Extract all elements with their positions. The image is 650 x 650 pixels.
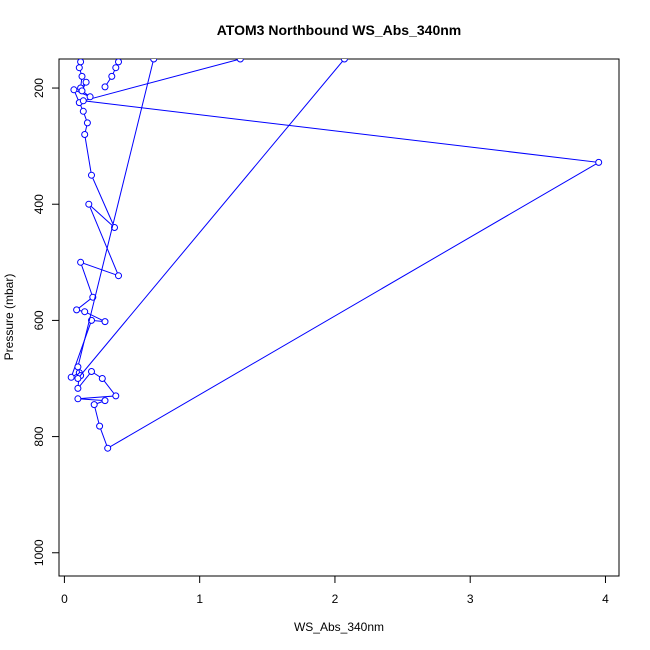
data-point bbox=[112, 64, 120, 72]
x-tick-label: 1 bbox=[196, 592, 203, 606]
data-point bbox=[74, 363, 82, 371]
data-point bbox=[79, 97, 87, 105]
data-point bbox=[81, 308, 89, 316]
data-point bbox=[595, 158, 603, 166]
data-point bbox=[115, 272, 122, 280]
data-point bbox=[81, 131, 89, 138]
series-layer bbox=[67, 59, 603, 452]
data-point bbox=[104, 444, 112, 452]
data-point bbox=[83, 119, 91, 127]
y-tick-label: 1000 bbox=[32, 539, 46, 566]
data-point bbox=[78, 87, 86, 95]
data-point bbox=[90, 401, 98, 409]
data-point bbox=[101, 318, 109, 326]
y-tick-label: 200 bbox=[32, 78, 46, 98]
data-point bbox=[98, 375, 106, 382]
data-point bbox=[88, 171, 95, 179]
data-point bbox=[73, 306, 81, 314]
x-tick-label: 4 bbox=[602, 592, 609, 606]
data-point bbox=[101, 397, 109, 405]
data-point bbox=[82, 78, 90, 86]
x-tick-label: 2 bbox=[332, 592, 339, 606]
data-point bbox=[75, 64, 83, 72]
data-point bbox=[77, 59, 85, 66]
chart-title: ATOM3 Northbound WS_Abs_340nm bbox=[217, 22, 462, 38]
data-point bbox=[236, 59, 244, 63]
y-axis-label: Pressure (mbar) bbox=[2, 274, 16, 361]
x-tick-label: 0 bbox=[61, 592, 68, 606]
data-point bbox=[150, 59, 158, 63]
data-point bbox=[79, 107, 87, 115]
data-point bbox=[85, 200, 93, 208]
series-line-3 bbox=[77, 59, 345, 379]
y-tick-label: 400 bbox=[32, 194, 46, 214]
x-tick-label: 3 bbox=[467, 592, 474, 606]
y-tick-label: 600 bbox=[32, 310, 46, 330]
y-axis: 200 400 600 800 1000 bbox=[32, 78, 60, 566]
x-axis-label: WS_Abs_340nm bbox=[294, 620, 384, 634]
data-point bbox=[88, 368, 95, 375]
data-point bbox=[74, 395, 82, 403]
data-point bbox=[96, 422, 104, 430]
data-point bbox=[112, 392, 120, 400]
data-point bbox=[86, 93, 94, 101]
x-axis: 0 1 2 3 4 bbox=[61, 575, 609, 606]
data-point bbox=[70, 86, 78, 94]
data-point bbox=[340, 59, 348, 63]
data-point bbox=[115, 59, 122, 66]
data-point bbox=[74, 384, 82, 392]
series-line-0 bbox=[70, 59, 601, 449]
data-point bbox=[74, 375, 82, 382]
data-point bbox=[101, 83, 109, 91]
data-point bbox=[77, 258, 85, 266]
data-point bbox=[67, 373, 75, 381]
plot-frame bbox=[58, 58, 620, 577]
y-tick-label: 800 bbox=[32, 426, 46, 446]
data-point bbox=[78, 72, 86, 80]
data-point bbox=[108, 72, 116, 80]
